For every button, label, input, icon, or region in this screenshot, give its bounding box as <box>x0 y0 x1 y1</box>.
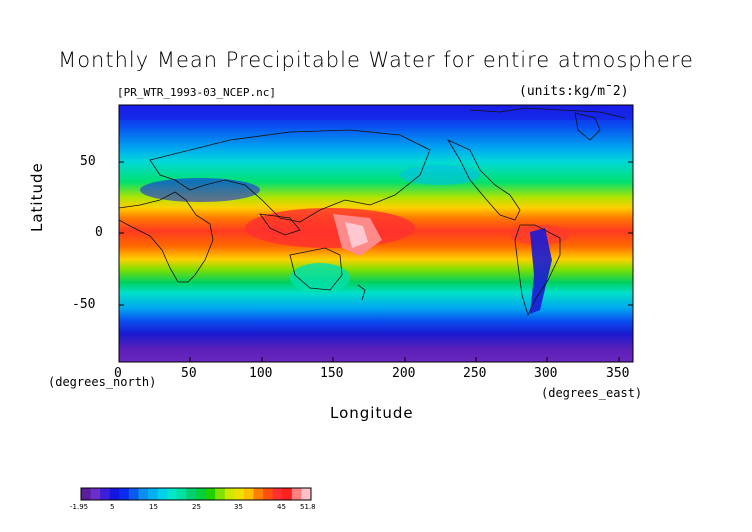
colorbar-frame <box>80 487 312 501</box>
colorbar-swatch <box>186 488 197 500</box>
units-label: (units:kg/m¯2) <box>519 84 629 99</box>
colorbar-label: 25 <box>192 503 201 511</box>
colorbar-swatch <box>234 488 245 500</box>
ytick-label: -50 <box>72 297 96 312</box>
precip-field <box>119 105 633 362</box>
colorbar-swatch <box>81 488 92 500</box>
ytick-label: 50 <box>80 154 96 169</box>
x-axis-label: Longitude <box>330 404 414 422</box>
colorbar-swatch <box>291 488 302 500</box>
ytick-label: 0 <box>95 225 103 240</box>
y-axis-label: Latitude <box>28 162 46 232</box>
xtick-label: 0 <box>114 366 122 381</box>
colorbar-label: 15 <box>149 503 158 511</box>
colorbar-swatch <box>224 488 235 500</box>
colorbar-swatch <box>205 488 216 500</box>
colorbar-swatch <box>119 488 130 500</box>
colorbar-swatch <box>138 488 149 500</box>
tick-marks <box>118 161 633 362</box>
colorbar-label: 5 <box>110 503 115 511</box>
colorbar-swatch <box>90 488 101 500</box>
xtick-label: 300 <box>534 366 558 381</box>
colorbar-swatch <box>128 488 139 500</box>
colorbar-label: 45 <box>277 503 286 511</box>
colorbar-swatch <box>301 488 312 500</box>
colorbar-swatch <box>243 488 254 500</box>
xtick-label: 200 <box>392 366 416 381</box>
xtick-label: 50 <box>181 366 197 381</box>
colorbar-swatch <box>157 488 168 500</box>
xtick-label: 250 <box>463 366 487 381</box>
colorbar-label: -1.95 <box>70 503 89 511</box>
x-units-note: (degrees_east) <box>541 386 643 400</box>
xtick-label: 150 <box>320 366 344 381</box>
colorbar-swatch <box>100 488 111 500</box>
file-label: [PR_WTR_1993-03_NCEP.nc] <box>117 86 276 99</box>
colorbar-swatch <box>176 488 187 500</box>
colorbar-label: 51.8 <box>300 503 316 511</box>
colorbar-swatch <box>148 488 159 500</box>
colorbar-swatch <box>263 488 274 500</box>
xtick-label: 100 <box>249 366 273 381</box>
colorbar-swatch <box>272 488 283 500</box>
colorbar <box>80 487 312 501</box>
y-units-note: (degrees_north) <box>48 375 157 389</box>
xtick-label: 350 <box>606 366 630 381</box>
colorbar-swatch <box>253 488 264 500</box>
colorbar-swatch <box>109 488 120 500</box>
colorbar-swatch <box>282 488 293 500</box>
map-title: Monthly Mean Precipitable Water for enti… <box>58 48 694 72</box>
coastlines <box>118 107 626 317</box>
colorbar-label: 35 <box>234 503 243 511</box>
colorbar-swatch <box>215 488 226 500</box>
colorbar-swatch <box>167 488 178 500</box>
colorbar-swatch <box>196 488 207 500</box>
